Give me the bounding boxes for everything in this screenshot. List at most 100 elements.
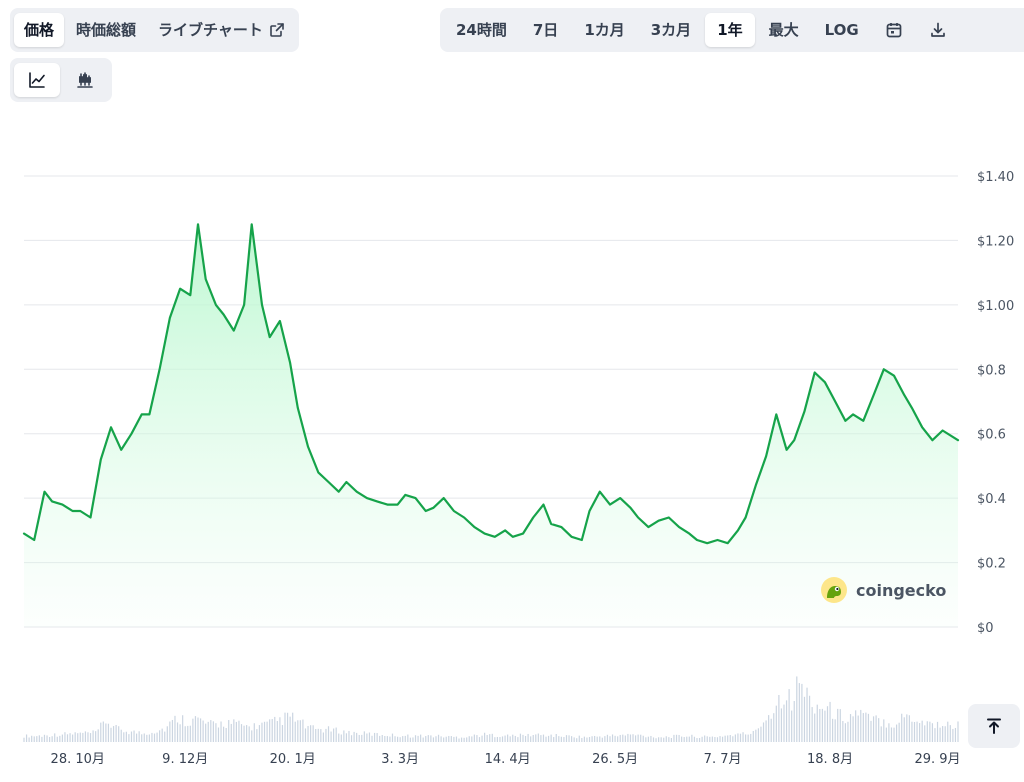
volume-bar — [658, 737, 660, 742]
volume-bar — [161, 728, 163, 742]
time-range-tabs: 24時間 7日 1カ月 3カ月 1年 最大 LOG — [440, 8, 1024, 52]
volume-bar — [527, 733, 529, 742]
volume-bar — [811, 707, 813, 742]
volume-bar — [714, 736, 716, 742]
volume-bar — [274, 716, 276, 742]
volume-bar — [100, 722, 102, 742]
tab-range-7d[interactable]: 7日 — [521, 13, 570, 47]
volume-bar — [924, 725, 926, 742]
volume-bar — [617, 736, 619, 742]
volume-bar — [176, 722, 179, 742]
y-tick-label: $1.40 — [977, 170, 1014, 185]
volume-bar — [36, 736, 38, 742]
volume-bar — [343, 730, 345, 742]
volume-bar — [875, 715, 877, 742]
tab-range-max[interactable]: 最大 — [757, 13, 811, 47]
volume-bar — [348, 730, 350, 742]
volume-bar — [906, 714, 908, 742]
volume-bar — [151, 732, 153, 742]
volume-bar — [711, 736, 713, 742]
external-link-icon — [270, 23, 284, 37]
volume-bar — [128, 734, 130, 742]
volume-bar — [427, 735, 429, 742]
volume-bar — [217, 727, 220, 742]
volume-bar — [826, 706, 829, 742]
tab-live-chart[interactable]: ライブチャート — [148, 13, 295, 47]
y-tick-label: $0.4 — [977, 492, 1006, 507]
volume-bar — [627, 733, 629, 742]
volume-bar — [187, 725, 189, 742]
volume-bar — [251, 730, 253, 742]
volume-bar — [883, 719, 885, 742]
volume-bar — [376, 733, 378, 742]
y-tick-label: $1.20 — [977, 234, 1014, 249]
tab-range-24h[interactable]: 24時間 — [444, 13, 519, 47]
volume-bar — [650, 735, 652, 742]
volume-bar — [806, 687, 808, 742]
candlestick-view-button[interactable] — [62, 63, 108, 97]
volume-bar — [174, 715, 176, 742]
volume-bar — [238, 720, 240, 742]
volume-bar — [189, 725, 191, 742]
volume-bar — [591, 736, 593, 742]
volume-bar — [25, 734, 28, 742]
tab-range-1m[interactable]: 1カ月 — [572, 13, 636, 47]
volume-bar — [420, 734, 422, 742]
volume-bar — [568, 735, 570, 742]
volume-bar — [143, 733, 145, 742]
scroll-to-top-button[interactable] — [968, 704, 1020, 748]
volume-bar — [460, 737, 463, 742]
volume-bar — [148, 734, 150, 742]
volume-bar — [317, 728, 319, 742]
volume-bar — [819, 709, 821, 742]
volume-bar — [320, 729, 322, 742]
tab-market-cap[interactable]: 時価総額 — [66, 13, 146, 47]
volume-bar — [737, 733, 739, 742]
volume-bar — [74, 732, 76, 742]
line-view-button[interactable] — [14, 63, 60, 97]
volume-bar — [878, 718, 880, 742]
volume-bar — [796, 676, 798, 742]
volume-bar — [299, 720, 301, 742]
tab-range-1y[interactable]: 1年 — [705, 13, 755, 47]
volume-bar — [888, 723, 890, 742]
volume-bar — [757, 728, 760, 742]
volume-bar — [169, 721, 171, 742]
volume-bar — [371, 735, 373, 742]
volume-bar — [816, 704, 818, 742]
volume-bar — [849, 714, 852, 742]
download-button[interactable] — [917, 13, 959, 47]
volume-bar — [345, 733, 348, 742]
volume-bar — [501, 736, 504, 742]
tab-log-scale[interactable]: LOG — [813, 13, 871, 47]
tab-range-3m[interactable]: 3カ月 — [639, 13, 703, 47]
volume-bar — [294, 721, 296, 742]
tab-price[interactable]: 価格 — [14, 13, 65, 47]
volume-bar — [141, 734, 143, 742]
volume-bar — [949, 725, 951, 742]
volume-bar — [934, 728, 936, 742]
coingecko-watermark: coingecko — [820, 576, 946, 604]
volume-bar — [540, 735, 542, 742]
volume-bar — [768, 715, 770, 742]
volume-bar — [159, 730, 161, 742]
volume-bar — [553, 737, 555, 742]
volume-bar — [752, 730, 754, 742]
volume-bar — [839, 709, 841, 742]
volume-bar — [898, 722, 900, 742]
volume-bar — [394, 736, 396, 742]
volume-bar — [760, 726, 762, 742]
volume-bar — [192, 718, 194, 742]
volume-bar — [496, 736, 498, 742]
volume-bar — [514, 735, 516, 742]
volume-bar — [471, 736, 473, 742]
volume-bar — [105, 723, 107, 742]
tab-live-chart-label: ライブチャート — [158, 21, 263, 39]
x-tick-label: 14. 4月 — [485, 752, 531, 767]
volume-bar — [512, 734, 514, 742]
volume-bar — [542, 734, 545, 742]
volume-bar — [84, 731, 87, 742]
calendar-button[interactable] — [873, 13, 915, 47]
volume-bar — [719, 736, 721, 742]
volume-bar — [660, 737, 662, 742]
